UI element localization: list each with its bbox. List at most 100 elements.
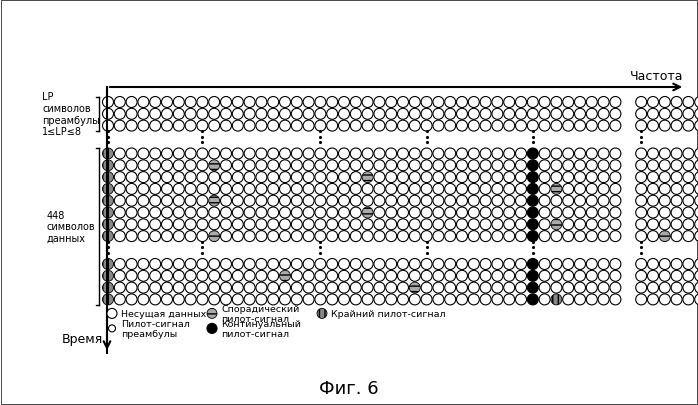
Circle shape: [221, 259, 232, 270]
Circle shape: [456, 149, 468, 160]
Circle shape: [421, 207, 432, 218]
Circle shape: [492, 231, 503, 242]
Circle shape: [563, 97, 574, 108]
Circle shape: [256, 294, 267, 305]
Circle shape: [149, 149, 161, 160]
Circle shape: [268, 121, 279, 132]
Circle shape: [291, 196, 302, 207]
Circle shape: [161, 97, 172, 108]
Circle shape: [586, 184, 597, 195]
Circle shape: [563, 219, 574, 230]
Circle shape: [138, 196, 149, 207]
Circle shape: [648, 196, 658, 207]
Circle shape: [232, 219, 244, 230]
Circle shape: [362, 121, 373, 132]
Circle shape: [516, 160, 526, 171]
Circle shape: [539, 109, 550, 120]
Circle shape: [683, 231, 694, 242]
Circle shape: [317, 309, 327, 319]
Circle shape: [161, 294, 172, 305]
Circle shape: [256, 97, 267, 108]
Circle shape: [468, 172, 480, 183]
Circle shape: [586, 207, 597, 218]
Circle shape: [445, 219, 456, 230]
Circle shape: [103, 109, 114, 120]
Circle shape: [268, 259, 279, 270]
Circle shape: [374, 160, 385, 171]
Circle shape: [315, 282, 326, 293]
Circle shape: [149, 172, 161, 183]
Circle shape: [551, 172, 562, 183]
Circle shape: [138, 207, 149, 218]
Circle shape: [480, 184, 491, 195]
Circle shape: [197, 219, 208, 230]
Circle shape: [683, 219, 694, 230]
Circle shape: [291, 121, 302, 132]
Circle shape: [610, 184, 621, 195]
Circle shape: [291, 207, 302, 218]
Circle shape: [161, 109, 172, 120]
Circle shape: [610, 97, 621, 108]
Circle shape: [209, 109, 220, 120]
Circle shape: [492, 160, 503, 171]
Circle shape: [374, 294, 385, 305]
Circle shape: [598, 294, 609, 305]
Circle shape: [480, 149, 491, 160]
Circle shape: [197, 160, 208, 171]
Circle shape: [161, 184, 172, 195]
Circle shape: [232, 271, 244, 281]
Circle shape: [126, 149, 137, 160]
Circle shape: [421, 172, 432, 183]
Circle shape: [468, 271, 480, 281]
Circle shape: [303, 109, 314, 120]
Circle shape: [574, 294, 586, 305]
Circle shape: [421, 294, 432, 305]
Circle shape: [660, 207, 670, 218]
Circle shape: [671, 149, 682, 160]
Circle shape: [303, 231, 314, 242]
Circle shape: [695, 121, 698, 132]
Circle shape: [433, 271, 444, 281]
Circle shape: [445, 282, 456, 293]
Circle shape: [636, 172, 647, 183]
Circle shape: [636, 231, 647, 242]
Circle shape: [539, 259, 550, 270]
Circle shape: [173, 207, 184, 218]
Circle shape: [221, 231, 232, 242]
Circle shape: [185, 282, 196, 293]
Circle shape: [232, 149, 244, 160]
Circle shape: [683, 294, 694, 305]
Circle shape: [173, 231, 184, 242]
Circle shape: [221, 219, 232, 230]
Circle shape: [197, 231, 208, 242]
Circle shape: [598, 172, 609, 183]
Circle shape: [256, 259, 267, 270]
Circle shape: [279, 121, 290, 132]
Circle shape: [268, 97, 279, 108]
Circle shape: [268, 294, 279, 305]
Circle shape: [409, 219, 420, 230]
Circle shape: [586, 294, 597, 305]
Circle shape: [445, 149, 456, 160]
Circle shape: [586, 231, 597, 242]
Circle shape: [197, 97, 208, 108]
Circle shape: [315, 219, 326, 230]
Circle shape: [350, 259, 362, 270]
Circle shape: [516, 109, 526, 120]
Circle shape: [456, 294, 468, 305]
Circle shape: [468, 149, 480, 160]
Circle shape: [563, 282, 574, 293]
Circle shape: [291, 294, 302, 305]
Circle shape: [660, 219, 670, 230]
Circle shape: [409, 184, 420, 195]
Circle shape: [660, 121, 670, 132]
Circle shape: [279, 294, 290, 305]
Circle shape: [433, 160, 444, 171]
Circle shape: [256, 184, 267, 195]
Circle shape: [103, 294, 114, 305]
Circle shape: [197, 149, 208, 160]
Circle shape: [636, 97, 647, 108]
Circle shape: [636, 184, 647, 195]
Circle shape: [660, 196, 670, 207]
Circle shape: [185, 160, 196, 171]
